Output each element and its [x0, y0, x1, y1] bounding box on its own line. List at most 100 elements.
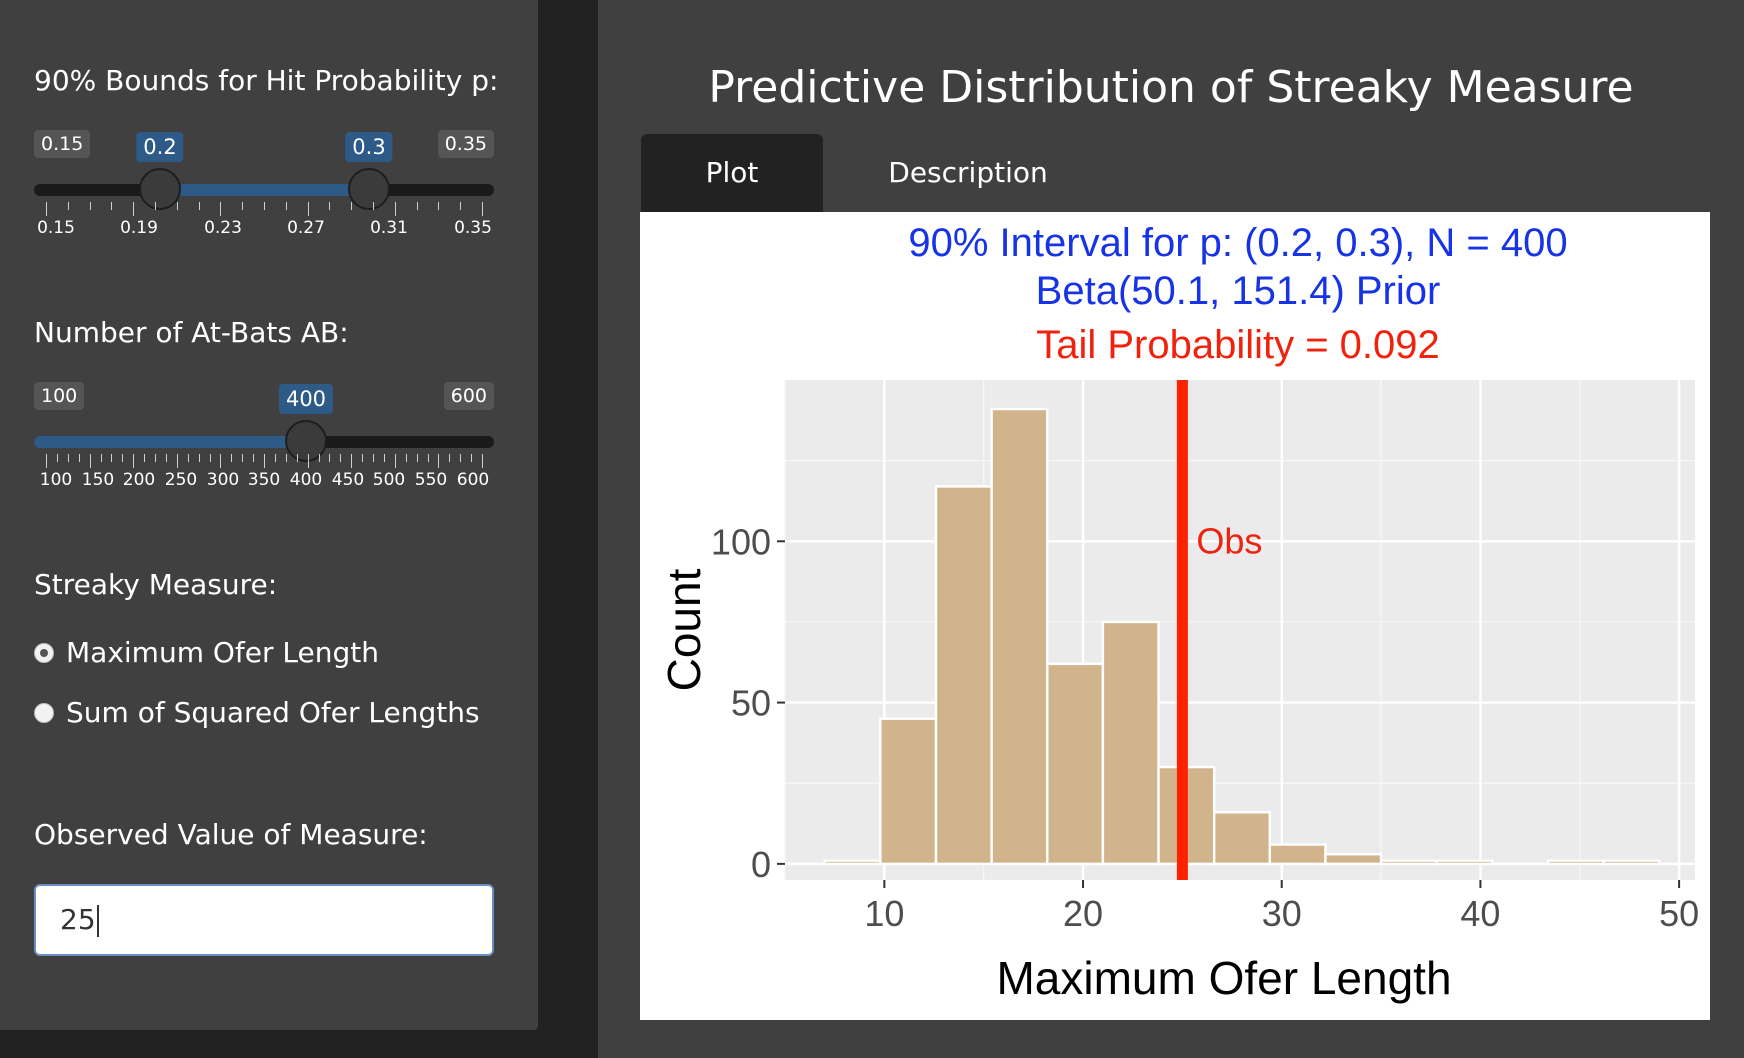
slider-minor-tick [405, 454, 407, 462]
slider-minor-tick [89, 202, 91, 210]
observed-label: Observed Value of Measure: [34, 818, 428, 851]
histogram-bar [879, 717, 938, 866]
x-tick-label: 40 [1460, 893, 1500, 934]
slider-minor-tick [198, 454, 200, 462]
observed-label: Obs [1196, 520, 1262, 561]
slider-minor-tick [187, 454, 189, 462]
slider-minor-tick [329, 454, 331, 462]
bounds-max-label: 0.35 [437, 130, 494, 158]
slider-minor-tick [383, 454, 385, 462]
slider-minor-tick [78, 454, 80, 462]
histogram-bar [1546, 859, 1605, 866]
histogram-bar [1379, 859, 1438, 866]
atbats-value: 400 [278, 384, 334, 414]
text-caret [96, 905, 99, 937]
atbats-tick-label: 150 [81, 470, 115, 490]
histogram-bar [1101, 620, 1160, 866]
atbats-tick-label: 350 [247, 470, 281, 490]
slider-major-tick [264, 454, 265, 468]
atbats-slider[interactable]: 100 600 400 100 150 200 250 300 350 400 … [34, 382, 494, 502]
slider-minor-tick [122, 454, 124, 462]
atbats-tick-label: 600 [456, 470, 490, 490]
slider-minor-tick [176, 202, 178, 210]
bounds-high-handle[interactable] [348, 168, 390, 210]
y-tick-label: 50 [731, 683, 771, 724]
bounds-slider[interactable]: 0.15 0.35 0.2 0.3 0.15 0.19 0.23 0.27 0.… [34, 130, 494, 250]
sidebar-panel: 90% Bounds for Hit Probability p: 0.15 0… [0, 0, 538, 1030]
bounds-low-value: 0.2 [136, 132, 184, 162]
bounds-low-handle[interactable] [139, 168, 181, 210]
atbats-max-label: 600 [443, 382, 494, 410]
histogram-bar [990, 407, 1049, 866]
bounds-label: 90% Bounds for Hit Probability p: [34, 64, 499, 97]
histogram-bar [1435, 859, 1494, 866]
slider-minor-tick [111, 454, 113, 462]
y-tick-label: 0 [751, 844, 771, 885]
atbats-ticks [46, 454, 483, 470]
slider-minor-tick [155, 454, 156, 462]
slider-minor-tick [56, 454, 58, 462]
measure-label: Streaky Measure: [34, 568, 278, 601]
bounds-high-value: 0.3 [345, 132, 393, 162]
atbats-tick-label: 500 [372, 470, 406, 490]
atbats-tick-labels: 100 150 200 250 300 350 400 450 500 550 … [34, 470, 494, 494]
bounds-tick-label: 0.31 [370, 218, 408, 238]
histogram-chart: 90% Interval for p: (0.2, 0.3), N = 400 … [658, 221, 1699, 1004]
slider-minor-tick [155, 202, 156, 210]
observed-line-group: Obs [1176, 380, 1262, 880]
bounds-tick-label: 0.23 [204, 218, 242, 238]
radio-label: Maximum Ofer Length [66, 636, 379, 669]
slider-minor-tick [242, 202, 244, 210]
plot-panel: 90% Interval for p: (0.2, 0.3), N = 400 … [640, 212, 1710, 1020]
bounds-range-fill [160, 184, 369, 196]
slider-major-tick [133, 454, 135, 468]
radio-sum-squared-ofer-lengths[interactable]: Sum of Squared Ofer Lengths [34, 696, 480, 729]
histogram-bar [1268, 843, 1327, 866]
histogram-bar [1324, 852, 1383, 866]
slider-minor-tick [285, 454, 287, 462]
slider-minor-tick [373, 202, 374, 210]
atbats-handle[interactable] [285, 420, 327, 462]
slider-minor-tick [340, 454, 342, 462]
slider-major-tick [307, 202, 309, 216]
slider-major-tick [46, 454, 47, 468]
slider-major-tick [438, 454, 440, 468]
slider-minor-tick [67, 454, 69, 462]
slider-minor-tick [144, 454, 146, 462]
radio-unselected-icon[interactable] [34, 702, 54, 723]
slider-minor-tick [274, 454, 276, 462]
slider-minor-tick [67, 202, 69, 210]
x-tick-label: 10 [864, 893, 904, 934]
histogram-bar [934, 485, 993, 866]
y-tick-label: 100 [711, 521, 771, 562]
slider-minor-tick [416, 454, 418, 462]
histogram-bar [1602, 859, 1661, 866]
atbats-tick-label: 550 [414, 470, 448, 490]
y-axis-title: Count [658, 568, 710, 691]
atbats-min-label: 100 [34, 382, 85, 410]
slider-minor-tick [165, 454, 167, 462]
tab-description[interactable]: Description [888, 156, 1048, 189]
chart-subtitle: Tail Probability = 0.092 [1036, 323, 1440, 367]
tab-plot[interactable]: Plot [641, 134, 823, 212]
radio-maximum-ofer-length[interactable]: Maximum Ofer Length [34, 636, 379, 669]
atbats-tick-label: 100 [39, 470, 73, 490]
slider-minor-tick [427, 454, 429, 462]
observed-value-input[interactable]: 25 [34, 884, 494, 956]
page-title: Predictive Distribution of Streaky Measu… [708, 62, 1634, 113]
slider-major-tick [482, 202, 483, 216]
slider-major-tick [220, 202, 222, 216]
slider-minor-tick [253, 454, 255, 462]
slider-major-tick [394, 202, 396, 216]
slider-minor-tick [449, 454, 451, 462]
radio-selected-icon[interactable] [34, 642, 54, 663]
bounds-tick-labels: 0.15 0.19 0.23 0.27 0.31 0.35 [34, 218, 494, 242]
histogram-bar [823, 859, 882, 866]
slider-major-tick [307, 454, 309, 468]
slider-major-tick [482, 454, 483, 468]
slider-minor-tick [471, 454, 473, 462]
radio-label: Sum of Squared Ofer Lengths [66, 696, 480, 729]
axes: 10 20 30 40 50 0 50 100 [711, 521, 1699, 934]
x-tick-label: 30 [1262, 893, 1302, 934]
slider-minor-tick [416, 202, 418, 210]
